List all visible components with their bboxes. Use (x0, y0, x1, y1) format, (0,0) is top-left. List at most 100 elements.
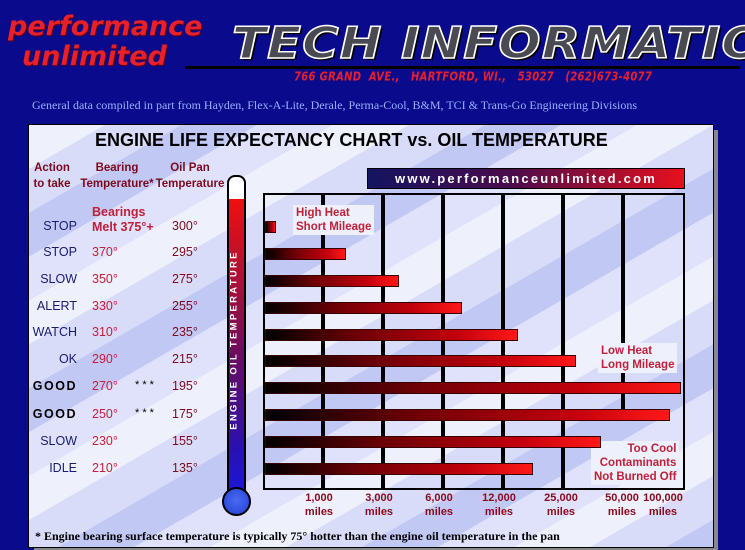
x-tick-value: 1,000 (305, 492, 333, 504)
logo: performance unlimited (8, 12, 202, 72)
bar-275 (265, 275, 399, 287)
header-action: Action to take (31, 160, 73, 192)
footnote: * Engine bearing surface temperature is … (35, 529, 560, 543)
table-row: OK 290° 215° (29, 352, 229, 372)
oilpan-temp: 195° (172, 379, 198, 393)
oilpan-temp: 295° (172, 245, 198, 259)
note-line: High Heat (296, 207, 350, 219)
subtitle: General data compiled in part from Hayde… (32, 98, 637, 112)
oilpan-temp: 175° (172, 407, 198, 421)
x-tick-unit: miles (484, 506, 514, 518)
action-label: ALERT (36, 299, 77, 313)
oilpan-temp: 135° (172, 461, 198, 475)
action-label: GOOD (32, 379, 77, 393)
x-tick-value: 50,000 (605, 492, 639, 504)
bar-155 (265, 436, 601, 448)
action-label: GOOD (32, 407, 77, 421)
note-line: Contaminants (599, 457, 677, 469)
page-title: TECH INFORMATION (231, 17, 745, 70)
bar-300 (265, 221, 276, 233)
header-oilpan-l1: Oil Pan (170, 162, 210, 174)
table-row: ALERT 330° 255° (29, 299, 229, 319)
x-tick-value: 25,000 (544, 492, 578, 504)
melt-line1: Bearings (92, 205, 146, 219)
note-line: Low Heat (601, 345, 653, 357)
x-tick: 6,000 miles (409, 491, 469, 519)
action-label: STOP (43, 245, 77, 259)
x-tick-unit: miles (364, 506, 394, 518)
bearing-melt-note: Bearings Melt 375°+ (92, 205, 154, 235)
note-line: Not Burned Off (594, 471, 677, 483)
action-label: OK (58, 352, 77, 366)
logo-line2: unlimited (22, 41, 167, 72)
bearing-temp: 310° (92, 325, 118, 339)
grid-line (501, 195, 505, 488)
x-tick-value: 100,000 (643, 492, 683, 504)
x-tick-value: 12,000 (482, 492, 516, 504)
x-tick: 25,000 miles (531, 491, 591, 519)
logo-line1: performance (8, 11, 203, 42)
action-label: WATCH (32, 325, 77, 339)
x-tick-value: 3,000 (365, 492, 393, 504)
table-row: GOOD 250° * * * 175° (29, 407, 229, 427)
bearing-temp: 210° (92, 461, 118, 475)
oilpan-temp: 255° (172, 299, 198, 313)
address: 766 GRAND AVE., HARTFORD, WI., 53027 (26… (294, 70, 653, 85)
bearing-temp: 270° (92, 379, 118, 393)
note-line: Short Mileage (296, 221, 372, 233)
oilpan-temp: 300° (172, 219, 198, 233)
x-tick-unit: miles (607, 506, 637, 518)
grid-line (621, 195, 625, 415)
x-tick: 12,000 miles (469, 491, 529, 519)
x-tick-unit: miles (424, 506, 454, 518)
note-line: Too Cool (627, 443, 677, 455)
x-tick-unit: miles (304, 506, 334, 518)
x-tick: 50,000 miles (592, 491, 652, 519)
header-action-l1: Action (34, 162, 70, 174)
table-row: STOP 370° 295° (29, 245, 229, 265)
table-row: SLOW 350° 275° (29, 272, 229, 292)
grid-line (561, 195, 565, 488)
bar-175 (265, 409, 670, 421)
melt-line2: Melt 375°+ (92, 220, 154, 234)
x-tick: 100,000 miles (633, 491, 693, 519)
table-row: STOP 300° (29, 219, 229, 239)
website-link[interactable]: www.performanceunlimited.com (367, 168, 685, 189)
table-row: IDLE 210° 135° (29, 461, 229, 481)
chart-panel: ENGINE LIFE EXPECTANCY CHART vs. OIL TEM… (28, 124, 714, 548)
action-label: IDLE (49, 461, 77, 475)
bearing-temp: 350° (92, 272, 118, 286)
bearing-temp: 250° (92, 407, 118, 421)
bar-235 (265, 329, 518, 341)
bearing-temp: 370° (92, 245, 118, 259)
header-bearing-l2: Temperature* (80, 178, 154, 190)
bar-195 (265, 382, 681, 394)
header-oilpan-l2: Temperature (155, 178, 225, 190)
x-tick-value: 6,000 (425, 492, 453, 504)
bar-chart-area: High Heat Short Mileage Low Heat Long Mi… (263, 193, 685, 490)
grid-line (381, 195, 385, 488)
grid-line (321, 195, 325, 209)
oilpan-temp: 215° (172, 352, 198, 366)
grid-line (441, 195, 445, 488)
chart-title: ENGINE LIFE EXPECTANCY CHART vs. OIL TEM… (95, 130, 608, 150)
note-too-cool: Too Cool Contaminants Not Burned Off (591, 441, 680, 485)
oilpan-temp: 155° (172, 434, 198, 448)
thermometer-label: ENGINE OIL TEMPERATURE (228, 250, 240, 430)
thermometer-bulb-icon (222, 487, 251, 516)
table-row: WATCH 310° 235° (29, 325, 229, 345)
action-label: SLOW (40, 272, 77, 286)
header-bearing-l1: Bearing (95, 162, 139, 174)
header-action-l2: to take (33, 178, 71, 190)
oilpan-temp: 235° (172, 325, 198, 339)
bar-255 (265, 302, 462, 314)
x-tick-unit: miles (648, 506, 678, 518)
bar-295 (265, 248, 346, 260)
note-low-heat: Low Heat Long Mileage (598, 343, 678, 373)
note-high-heat: High Heat Short Mileage (293, 205, 375, 235)
note-line: Long Mileage (601, 359, 675, 371)
x-tick-unit: miles (546, 506, 576, 518)
bar-215 (265, 355, 576, 367)
bar-135 (265, 463, 533, 475)
bearing-temp: 230° (92, 434, 118, 448)
